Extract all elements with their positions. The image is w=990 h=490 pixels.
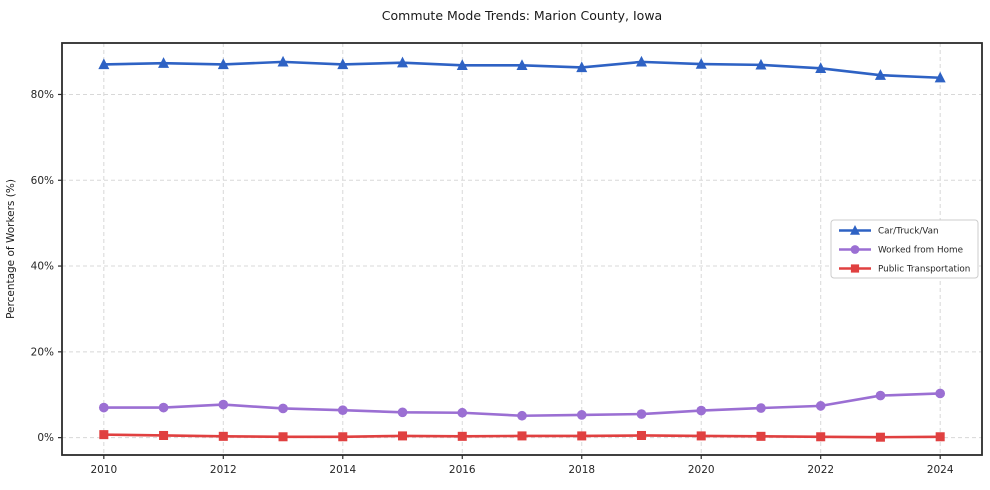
square-marker [636,430,646,440]
square-marker [99,430,109,440]
x-tick-label: 2014 [329,464,356,476]
square-marker [218,431,228,441]
square-marker [398,431,408,441]
triangle-marker [277,55,289,67]
circle-marker [875,390,886,401]
square-marker [696,431,706,441]
square-marker [159,430,169,440]
circle-marker [218,399,229,410]
circle-marker [935,388,946,399]
x-tick-label: 2012 [210,464,237,476]
y-tick-label: 60% [31,175,54,187]
triangle-marker [850,225,860,235]
circle-marker [158,402,169,413]
circle-marker [850,245,860,254]
triangle-marker [397,56,409,68]
circle-marker [696,405,707,416]
square-marker [816,432,826,442]
circle-marker [517,410,527,421]
triangle-marker [934,71,946,83]
x-tick-label: 2016 [449,464,476,476]
square-marker [935,432,945,442]
circle-marker [815,401,826,411]
triangle-marker [755,58,767,70]
triangle-marker [217,58,229,70]
triangle-marker [576,61,588,73]
square-marker [875,432,885,442]
circle-marker [278,403,288,414]
plot-border [61,42,983,456]
legend-item-public-transportation: Public Transportation [839,264,970,275]
triangle-marker [337,58,349,70]
x-tick-label: 2024 [927,464,954,476]
legend-item-car-truck-van: Car/Truck/Van [839,225,939,237]
legend-label: Worked from Home [878,246,963,256]
triangle-marker [516,59,528,70]
y-tick-label: 80% [31,89,54,101]
square-marker [338,432,348,442]
y-tick-label: 40% [31,261,54,273]
x-tick-label: 2020 [688,464,715,476]
legend-label: Public Transportation [878,265,970,275]
y-axis-label: Percentage of Workers (%) [5,179,17,319]
series-public-transportation [99,430,945,442]
triangle-marker [158,57,170,68]
legend-box [830,219,979,279]
triangle-marker [98,58,110,70]
square-marker [517,431,527,441]
y-tick-label: 0% [37,432,54,444]
triangle-marker [635,55,647,67]
circle-marker [756,403,766,413]
square-marker [850,264,860,273]
legend: Car/Truck/Van Worked from Home Public Tran… [830,219,979,279]
circle-marker [457,407,468,418]
triangle-marker [695,57,707,69]
square-marker [577,431,587,441]
y-tick-label: 20% [31,346,54,358]
triangle-marker [815,62,827,73]
plot-area: 0% 20% 40% 60% 80% 2010 2012 2014 2016 2018 2020 20… [31,42,983,476]
chart-title: Commute Mode Trends: Marion County, Iowa [382,8,662,23]
circle-marker [337,405,348,416]
square-marker [278,432,288,442]
triangle-marker [456,59,468,70]
circle-marker [397,407,408,418]
square-marker [457,431,467,441]
legend-item-worked-from-home: Worked from Home [839,245,963,256]
square-marker [756,431,766,441]
series-worked-from-home [98,388,946,421]
legend-label: Car/Truck/Van [878,227,939,237]
series-car-truck-van [98,55,946,83]
x-tick-label: 2022 [807,464,834,476]
triangle-marker [874,69,886,80]
circle-marker [98,402,109,413]
circle-marker [576,410,587,420]
circle-marker [636,409,647,419]
x-tick-label: 2010 [90,464,117,476]
x-tick-label: 2018 [568,464,595,476]
